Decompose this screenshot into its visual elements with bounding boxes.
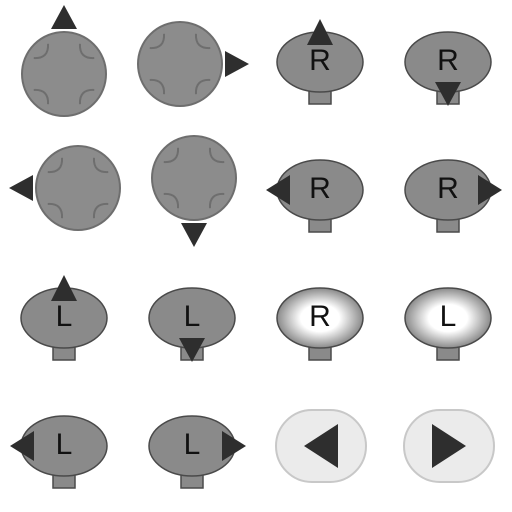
dpad-groove: [208, 147, 225, 164]
stick-letter: R: [437, 172, 459, 205]
triangle-arrow-icon: [10, 431, 34, 461]
triangle-arrow-icon: [51, 5, 77, 29]
right-stick-press-icon: R: [256, 256, 384, 384]
stick-letter: R: [309, 172, 331, 205]
triangle-arrow-icon: [9, 175, 33, 201]
dpad-left-icon: [0, 128, 128, 256]
dpad-groove: [78, 88, 95, 105]
dpad-right-icon: [128, 0, 256, 128]
dpad-groove: [163, 147, 180, 164]
dpad-up-icon: [0, 0, 128, 128]
triangle-arrow-icon: [225, 51, 249, 77]
dpad-base: [35, 145, 121, 231]
triangle-arrow-icon: [179, 338, 205, 362]
dpad-groove: [163, 192, 180, 209]
dpad-groove: [78, 43, 95, 60]
left-stick-press-icon: L: [384, 256, 512, 384]
stick-head: [404, 287, 492, 349]
dpad-groove: [47, 157, 64, 174]
right-stick-right-icon: R: [384, 128, 512, 256]
dpad-groove: [208, 192, 225, 209]
triangle-arrow-icon: [307, 19, 333, 45]
right-stick-down-icon: R: [384, 0, 512, 128]
dpad-groove: [149, 33, 166, 50]
arrow-left-button-icon: [256, 384, 384, 512]
stick-letter: R: [437, 44, 459, 77]
triangle-arrow-icon: [51, 275, 77, 301]
triangle-arrow-icon: [432, 424, 466, 468]
dpad-base: [151, 135, 237, 221]
triangle-arrow-icon: [222, 431, 246, 461]
dpad-base: [21, 31, 107, 117]
triangle-arrow-icon: [266, 175, 290, 205]
triangle-arrow-icon: [478, 175, 502, 205]
right-stick-left-icon: R: [256, 128, 384, 256]
left-stick-left-icon: L: [0, 384, 128, 512]
dpad-groove: [33, 88, 50, 105]
right-stick-up-icon: R: [256, 0, 384, 128]
dpad-groove: [92, 157, 109, 174]
dpad-groove: [47, 202, 64, 219]
stick-letter: L: [183, 300, 201, 333]
stick-letter: R: [309, 44, 331, 77]
stick-letter: L: [55, 428, 73, 461]
triangle-arrow-icon: [435, 82, 461, 106]
stick-letter: L: [183, 428, 201, 461]
arrow-right-button-icon: [384, 384, 512, 512]
left-stick-up-icon: L: [0, 256, 128, 384]
triangle-arrow-icon: [304, 424, 338, 468]
dpad-base: [137, 21, 223, 107]
dpad-groove: [194, 78, 211, 95]
left-stick-down-icon: L: [128, 256, 256, 384]
stick-letter: L: [439, 300, 457, 333]
stick-letter: R: [309, 300, 331, 333]
dpad-groove: [92, 202, 109, 219]
left-stick-right-icon: L: [128, 384, 256, 512]
triangle-arrow-icon: [181, 223, 207, 247]
dpad-groove: [149, 78, 166, 95]
dpad-down-icon: [128, 128, 256, 256]
stick-head: [276, 287, 364, 349]
stick-letter: L: [55, 300, 73, 333]
dpad-groove: [194, 33, 211, 50]
dpad-groove: [33, 43, 50, 60]
